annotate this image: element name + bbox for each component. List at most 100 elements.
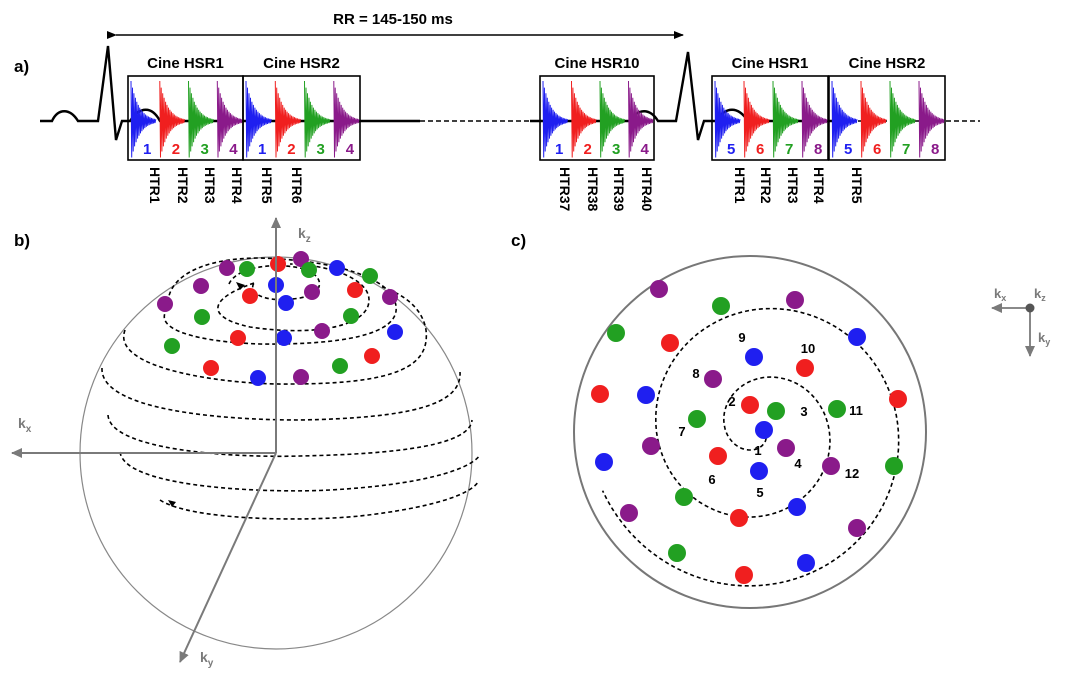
planar-sample-dot bbox=[642, 437, 660, 455]
cine-box: Cine HSR2 5 6 7 8 bbox=[828, 55, 946, 161]
panel-c-label: c) bbox=[511, 231, 526, 250]
k-space-sample-dot bbox=[293, 369, 309, 385]
htr-label: HTR5 bbox=[849, 167, 865, 204]
k-space-sample-dot bbox=[314, 323, 330, 339]
panel-a-label: a) bbox=[14, 57, 29, 76]
planar-sample-dot bbox=[730, 509, 748, 527]
echo-signal bbox=[831, 80, 858, 158]
sample-order-number: 6 bbox=[708, 472, 715, 487]
sphere-sample-points bbox=[157, 251, 403, 386]
echo-number: 3 bbox=[317, 141, 325, 158]
htr-labels: HTR1 HTR2 HTR3 HTR4 HTR5 HTR6 HTR37 HTR38 HTR39 H… bbox=[147, 167, 865, 212]
echo-signal bbox=[571, 80, 597, 158]
cine-box-title: Cine HSR2 bbox=[263, 55, 340, 72]
k-space-sample-dot bbox=[304, 284, 320, 300]
echo-signal bbox=[245, 80, 272, 158]
k-space-sample-dot bbox=[301, 262, 317, 278]
planar-sample-dot bbox=[848, 328, 866, 346]
sample-order-number: 1 bbox=[754, 443, 761, 458]
planar-sample-dot bbox=[591, 385, 609, 403]
kx-label: kx bbox=[18, 415, 32, 435]
echo-number: 3 bbox=[612, 141, 620, 158]
ky-axis bbox=[179, 452, 277, 663]
planar-sample-dot bbox=[688, 410, 706, 428]
sample-order-number: 7 bbox=[678, 424, 685, 439]
echo-signal bbox=[918, 80, 945, 158]
k-space-sample-dot bbox=[219, 260, 235, 276]
sample-order-number: 5 bbox=[756, 485, 763, 500]
echo-signal bbox=[333, 80, 360, 158]
planar-sample-dot bbox=[620, 504, 638, 522]
k-space-sample-dot bbox=[387, 324, 403, 340]
planar-sample-dot bbox=[712, 297, 730, 315]
echo-signal bbox=[274, 80, 301, 158]
k-space-sample-dot bbox=[230, 330, 246, 346]
planar-sample-dot bbox=[777, 439, 795, 457]
echo-signal bbox=[801, 80, 828, 158]
htr-label: HTR4 bbox=[229, 167, 245, 204]
htr-label: HTR3 bbox=[785, 167, 801, 204]
cine-box-title: Cine HSR2 bbox=[849, 55, 926, 72]
htr-label: HTR37 bbox=[557, 167, 573, 212]
panel-b-label: b) bbox=[14, 231, 30, 250]
k-space-sample-dot bbox=[332, 358, 348, 374]
k-space-sample-dot bbox=[329, 260, 345, 276]
planar-sample-dot bbox=[595, 453, 613, 471]
htr-label: HTR40 bbox=[639, 167, 655, 212]
htr-label: HTR2 bbox=[758, 167, 774, 204]
echo-number: 6 bbox=[756, 141, 764, 158]
echo-signal bbox=[599, 80, 625, 158]
echo-signal bbox=[188, 80, 214, 158]
planar-sample-dot bbox=[822, 457, 840, 475]
kz-out-of-plane-icon bbox=[1025, 303, 1035, 313]
sample-order-number: 12 bbox=[845, 466, 859, 481]
k-space-sample-dot bbox=[242, 288, 258, 304]
echo-number: 4 bbox=[641, 141, 650, 158]
planar-sample-dot bbox=[755, 421, 773, 439]
planar-sample-dot bbox=[704, 370, 722, 388]
k-space-sample-dot bbox=[347, 282, 363, 298]
cine-box-title: Cine HSR1 bbox=[732, 55, 809, 72]
htr-label: HTR6 bbox=[289, 167, 305, 204]
k-space-sample-dot bbox=[293, 251, 309, 267]
echo-number: 7 bbox=[785, 141, 793, 158]
planar-sample-dot bbox=[735, 566, 753, 584]
planar-sample-dot bbox=[797, 554, 815, 572]
echo-signal bbox=[772, 80, 799, 158]
htr-label: HTR5 bbox=[259, 167, 275, 204]
echo-number: 8 bbox=[931, 141, 939, 158]
kx-label-small: kx bbox=[994, 286, 1006, 303]
echo-signal bbox=[714, 80, 741, 158]
planar-sample-dot bbox=[750, 462, 768, 480]
kz-label-small: kz bbox=[1034, 286, 1046, 303]
planar-sample-dot bbox=[767, 402, 785, 420]
k-space-disc bbox=[573, 255, 927, 609]
echo-number: 1 bbox=[258, 141, 266, 158]
cine-box-title: Cine HSR1 bbox=[147, 55, 224, 72]
echo-signal bbox=[889, 80, 916, 158]
planar-sample-dot bbox=[741, 396, 759, 414]
k-space-sample-dot bbox=[382, 289, 398, 305]
k-space-sample-dot bbox=[343, 308, 359, 324]
planar-sample-dot bbox=[885, 457, 903, 475]
spiral-direction-arrow-top bbox=[236, 282, 245, 290]
planar-sample-dot bbox=[788, 498, 806, 516]
echo-signal bbox=[743, 80, 770, 158]
echo-number: 1 bbox=[143, 141, 151, 158]
sample-order-number: 8 bbox=[692, 366, 699, 381]
planar-sample-dot bbox=[668, 544, 686, 562]
cine-box: Cine HSR1 1 2 3 4 bbox=[127, 55, 244, 161]
echo-number: 1 bbox=[555, 141, 563, 158]
planar-sample-dot bbox=[661, 334, 679, 352]
cine-box: Cine HSR2 1 2 3 4 bbox=[242, 55, 361, 161]
k-space-sample-dot bbox=[239, 261, 255, 277]
planar-sample-dot bbox=[848, 519, 866, 537]
cine-boxes: Cine HSR1 1 2 3 4 Cine HSR2 1 2 3 4 Cine HSR10 1 2 3 4… bbox=[127, 55, 946, 161]
rr-label: RR = 145-150 ms bbox=[333, 11, 453, 28]
echo-number: 3 bbox=[201, 141, 209, 158]
ky-label-small: ky bbox=[1038, 330, 1050, 347]
planar-sample-dot bbox=[786, 291, 804, 309]
